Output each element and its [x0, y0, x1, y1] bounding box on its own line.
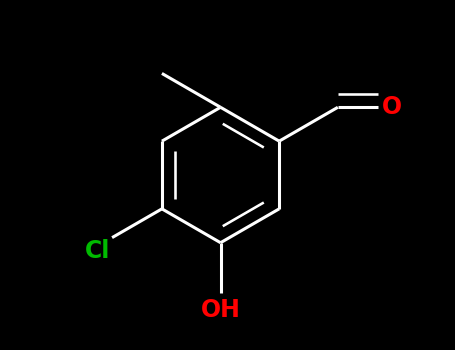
- Text: Cl: Cl: [85, 239, 111, 263]
- Text: OH: OH: [201, 298, 241, 322]
- Text: O: O: [382, 94, 402, 119]
